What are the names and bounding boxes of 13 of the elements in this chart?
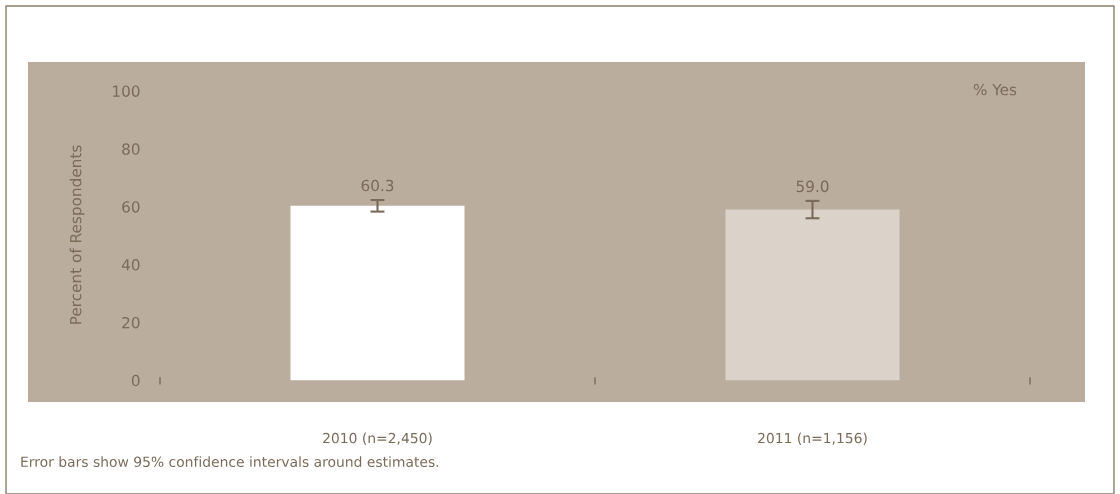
- legend-title: % Yes: [973, 83, 1017, 96]
- y-tick-label: 100: [113, 85, 140, 97]
- x-tick-label: 2011 (n=1,156): [758, 432, 867, 445]
- x-tick-label: 2010 (n=2,450): [323, 432, 432, 445]
- data-label: 60.3: [361, 179, 394, 192]
- y-tick-label: 80: [122, 143, 140, 155]
- y-axis-title: Percent of Respondents: [69, 145, 85, 324]
- y-tick-label: 60: [122, 201, 140, 213]
- y-tick-label: 20: [122, 316, 140, 329]
- text: Error bars show 95% confidence intervals around estimates.: [21, 456, 439, 468]
- data-label: 59.0: [796, 180, 829, 193]
- y-tick-label: 40: [121, 259, 140, 271]
- y-tick-label: 0: [131, 374, 140, 387]
